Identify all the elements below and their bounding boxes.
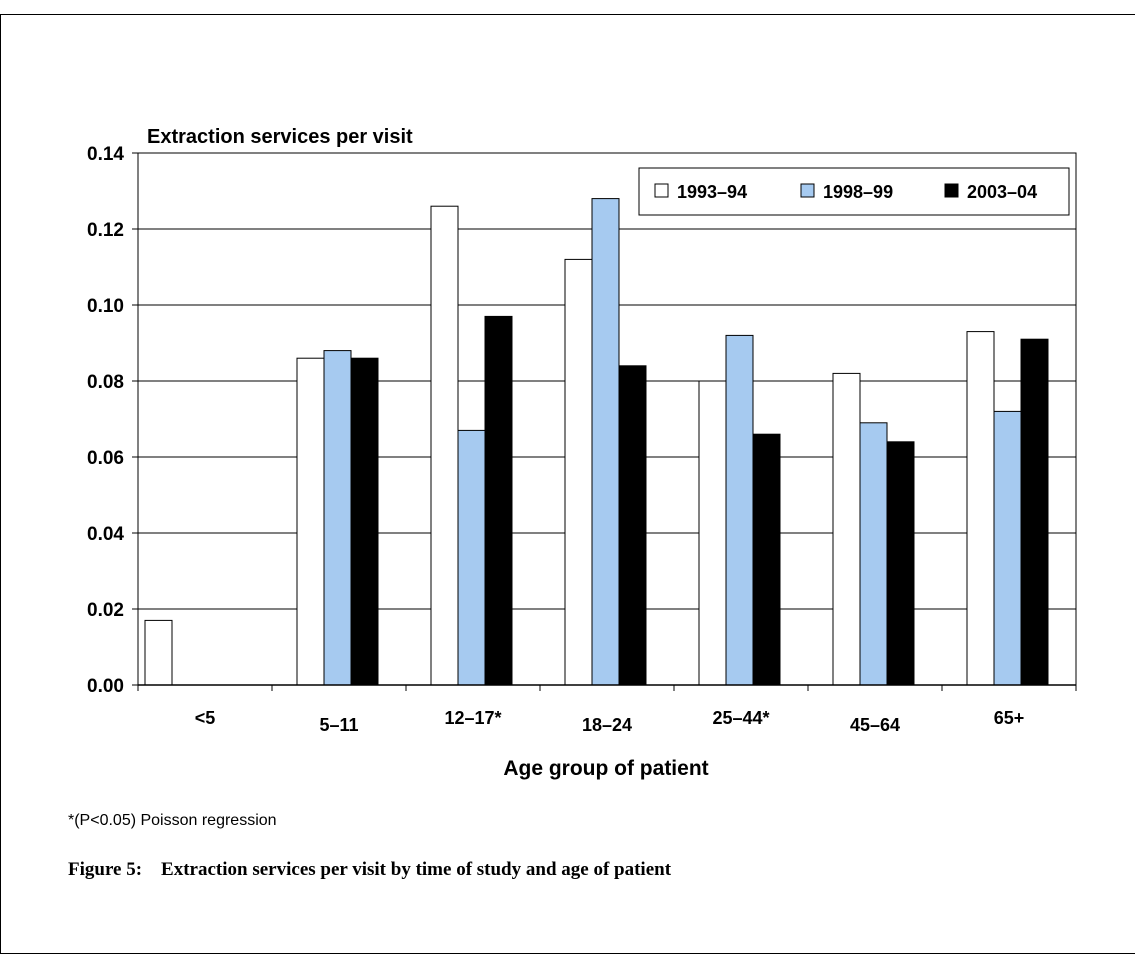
legend-box [638,167,1070,216]
legend-swatch [944,183,959,198]
bar [350,357,379,686]
legend-label: 2003–04 [967,182,1037,202]
x-tick-label: 45–64 [850,715,900,735]
bar [725,334,754,686]
bar [457,429,486,686]
bar [430,205,459,686]
bar [886,441,915,686]
y-tick-label: 0.10 [87,296,124,317]
y-tick-label: 0.06 [87,448,124,469]
bar [752,433,781,686]
bar [832,372,861,686]
footnote: *(P<0.05) Poisson regression [68,812,277,829]
bar [966,331,995,686]
bar [323,350,352,686]
y-tick-label: 0.02 [87,600,124,621]
x-tick-label: 18–24 [582,715,632,735]
x-tick-label: 12–17* [444,708,501,728]
legend-swatch [800,183,815,198]
y-tick-label: 0.04 [87,524,124,545]
bar [591,198,620,686]
bar [296,357,325,686]
y-tick-label: 0.00 [87,676,124,697]
x-tick-label: 5–11 [319,715,358,735]
legend-label: 1993–94 [677,182,747,202]
bar [698,380,727,686]
x-tick-label: <5 [195,708,216,728]
y-tick-label: 0.14 [87,144,124,165]
bar [1020,338,1049,686]
figure-caption: Figure 5: Extraction services per visit … [68,859,672,880]
bar-chart: 0.00 0.02 0.04 0.06 0.08 0.10 0.12 0.14 <5 5–11 12… [87,126,1077,780]
bar [484,315,513,686]
y-axis-title: Extraction services per visit [147,126,413,148]
x-tick-label: 65+ [994,708,1025,728]
legend-label: 1998–99 [823,182,893,202]
bar [993,410,1022,686]
x-axis-title: Age group of patient [503,757,708,780]
y-tick-label: 0.12 [87,220,124,241]
bar [144,619,173,686]
y-tick-label: 0.08 [87,372,124,393]
bar [618,365,647,686]
x-tick-label: 25–44* [712,708,769,728]
bar [564,258,593,686]
legend-swatch [654,183,669,198]
bar [859,422,888,686]
